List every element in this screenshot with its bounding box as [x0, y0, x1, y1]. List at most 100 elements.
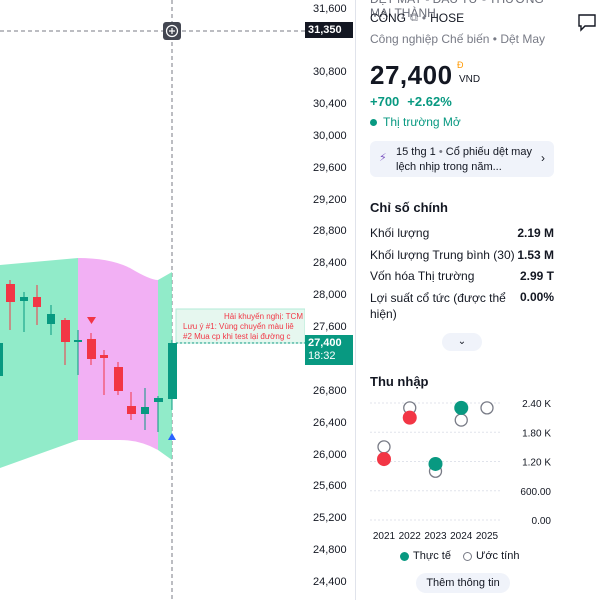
bar-countdown: 18:32: [308, 350, 336, 362]
stat-row: Lợi suất cổ tức (được thể hiện) 0.00%: [370, 290, 554, 322]
y-tick-label: 0.00: [532, 516, 552, 527]
legend-actual-dot-icon: [400, 551, 409, 561]
expand-stats-button[interactable]: ⌄: [442, 333, 482, 351]
price-tick: 30,400: [313, 98, 347, 110]
change-percent: +2.62%: [407, 94, 452, 109]
x-tick-label: 2025: [476, 531, 499, 542]
candle-body: [114, 367, 123, 391]
estimate-point[interactable]: [454, 413, 468, 427]
news-date: 15 thg 1: [396, 146, 436, 158]
price-tick: 24,800: [313, 544, 347, 556]
price-tick: 28,000: [313, 289, 347, 301]
last-price-value: 27,400: [308, 337, 342, 349]
candle-body: [61, 320, 70, 342]
candle-body: [6, 284, 15, 302]
y-tick-label: 1.80 K: [522, 428, 551, 439]
x-tick-label: 2023: [424, 531, 447, 542]
earnings-chart: 2.40 K 1.80 K 1.20 K 600.00 0.00 2021 2022 2023…: [370, 399, 552, 542]
candle-body: [127, 406, 136, 414]
price-tick: 30,800: [313, 66, 347, 78]
chevron-right-icon: ›: [541, 151, 545, 165]
price-tick: 25,600: [313, 480, 347, 492]
legend-actual-label: Thực tế: [413, 550, 451, 562]
legend-estimate-label: Ước tính: [475, 550, 520, 562]
market-open-dot-icon: [370, 118, 377, 126]
candle-body: [74, 340, 82, 342]
x-tick-label: 2021: [373, 531, 396, 542]
candle-body: [0, 343, 3, 376]
earnings-legend: Thực tế Ước tính: [400, 550, 519, 562]
external-link-icon[interactable]: ⧉: [410, 11, 418, 24]
x-tick-label: 2024: [450, 531, 473, 542]
currency-symbol: Đ: [457, 60, 464, 70]
price-tick: 28,400: [313, 257, 347, 269]
estimate-point[interactable]: [480, 401, 494, 415]
price-tick: 26,000: [313, 449, 347, 461]
y-tick-label: 2.40 K: [522, 399, 551, 410]
price-tick: 25,200: [313, 512, 347, 524]
candle-body: [154, 398, 163, 402]
x-tick-label: 2022: [399, 531, 422, 542]
candle-body: [20, 297, 28, 301]
candle-body: [87, 339, 96, 359]
comment-icon[interactable]: [577, 12, 597, 32]
actual-point[interactable]: [402, 410, 417, 425]
symbol-info-panel: DỆT MAY - ĐẦU TƯ - THƯƠNG MẠI THÀNH CÔNG…: [356, 0, 566, 600]
earnings-title: Thu nhập: [370, 374, 429, 389]
price-tick: 27,600: [313, 321, 347, 333]
candle-body: [33, 297, 41, 307]
currency-code: VND: [459, 74, 481, 85]
actual-point[interactable]: [454, 400, 469, 415]
stat-row: Khối lượng 2.19 M: [370, 226, 554, 240]
candle-body: [141, 407, 149, 414]
estimate-point[interactable]: [377, 440, 391, 454]
market-status-text: Thị trường Mở: [383, 115, 461, 129]
actual-point[interactable]: [428, 456, 443, 471]
news-card[interactable]: ⚡ 15 thg 1 • Cổ phiếu dệt may lệch nhịp …: [370, 141, 554, 177]
sector-link[interactable]: Công nghiệp Chế biến: [370, 32, 490, 46]
last-price-label: 27,400 18:32: [305, 335, 353, 365]
candle-body: [100, 355, 108, 358]
price-axis[interactable]: 31,600 30,800 30,400 30,000 29,600 29,20…: [305, 0, 355, 600]
separator-dot: •: [421, 11, 427, 25]
annotation-line2: Lưu ý #1: Vùng chuyển màu liê: [183, 322, 294, 331]
crosshair-price-label: 31,350: [305, 22, 353, 38]
annotation-line1: Hải khuyến nghị: TCM: [224, 312, 303, 321]
sector-row: Công nghiệp Chế biến • Dệt May: [370, 32, 545, 46]
price-tick: 28,800: [313, 225, 347, 237]
stat-label: Khối lượng: [370, 226, 430, 240]
legend-actual[interactable]: Thực tế: [400, 550, 451, 562]
green-band-right: [158, 272, 172, 460]
y-tick-label: 1.20 K: [522, 458, 551, 469]
more-info-button[interactable]: Thêm thông tin: [416, 573, 510, 593]
industry-link[interactable]: Dệt May: [500, 32, 546, 46]
sell-signal-arrow: [87, 317, 96, 324]
separator-dot: •: [492, 32, 501, 46]
panel-divider: [355, 0, 356, 600]
chart-canvas[interactable]: Hải khuyến nghị: TCM Lưu ý #1: Vùng chuy…: [0, 0, 305, 600]
candle-body: [168, 343, 177, 399]
price-tick: 24,400: [313, 576, 347, 588]
legend-estimate[interactable]: Ước tính: [462, 550, 520, 562]
stat-label: Lợi suất cổ tức (được thể hiện): [370, 291, 506, 321]
change-absolute: +700: [370, 94, 400, 109]
price-tick: 30,000: [313, 130, 347, 142]
actual-point[interactable]: [377, 452, 391, 467]
news-headline: Cổ phiếu dệt may lệch nhịp trong năm...: [396, 146, 532, 173]
stat-value: 2.19 M: [517, 226, 554, 240]
stat-label: Khối lượng Trung bình (30): [370, 248, 515, 262]
company-name-line1: DỆT MAY - ĐẦU TƯ - THƯƠNG MẠI THÀNH: [370, 0, 544, 20]
price-tick: 29,600: [313, 162, 347, 174]
candles: [0, 280, 177, 432]
market-status: Thị trường Mở: [370, 115, 461, 129]
y-tick-label: 600.00: [520, 487, 551, 498]
green-band-left: [0, 258, 78, 468]
key-stats-title: Chỉ số chính: [370, 200, 448, 215]
stat-label: Vốn hóa Thị trường: [370, 269, 475, 283]
price-chart[interactable]: Hải khuyến nghị: TCM Lưu ý #1: Vùng chuy…: [0, 0, 305, 600]
company-name-line2: CÔNG: [370, 11, 406, 25]
exchange-label[interactable]: HOSE: [430, 11, 465, 25]
separator-dot: •: [438, 146, 446, 158]
legend-estimate-dot-icon: [462, 551, 472, 561]
stat-row: Khối lượng Trung bình (30) 1.53 M: [370, 248, 554, 262]
